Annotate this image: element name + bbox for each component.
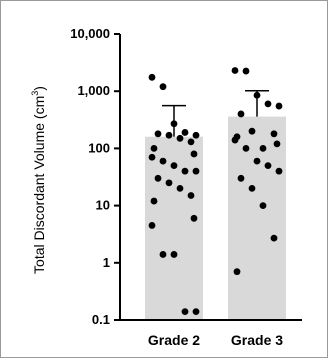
data-point — [237, 174, 245, 182]
data-point — [253, 157, 261, 165]
data-point — [248, 127, 256, 135]
y-tick-label: 100 — [88, 140, 110, 155]
data-point — [192, 167, 200, 175]
data-point — [242, 145, 250, 152]
data-point — [259, 202, 267, 210]
data-point — [170, 162, 178, 170]
y-axis-title-superscript: 3 — [30, 91, 40, 96]
data-point — [231, 136, 239, 144]
data-point — [237, 110, 245, 118]
y-tick-label: 10 — [96, 198, 110, 213]
data-point — [248, 184, 256, 192]
data-point — [264, 162, 272, 170]
data-point — [150, 197, 158, 205]
data-point — [150, 145, 158, 152]
data-point — [231, 67, 239, 74]
data-point — [253, 91, 261, 99]
data-point — [148, 73, 156, 81]
data-point — [165, 179, 173, 187]
data-point — [176, 184, 184, 192]
y-tick-label: 0.1 — [92, 312, 110, 327]
data-point — [270, 130, 278, 138]
data-point — [181, 308, 189, 316]
y-axis-title-main: Total Discordant Volume (cm — [31, 96, 47, 274]
data-point — [181, 129, 189, 136]
data-point — [275, 102, 283, 110]
data-point — [159, 83, 167, 91]
y-tick-label: 10,000 — [70, 26, 110, 41]
y-tick-label: 1 — [103, 255, 110, 270]
data-point — [170, 120, 178, 128]
data-point — [165, 131, 173, 139]
data-point — [273, 140, 281, 148]
data-point — [275, 167, 283, 175]
bar-grade-3 — [228, 116, 286, 320]
data-point — [190, 150, 198, 158]
y-tick-label: 1,000 — [77, 83, 110, 98]
data-point — [187, 192, 195, 199]
data-point — [154, 174, 162, 182]
data-point — [242, 67, 250, 75]
data-point — [192, 131, 200, 139]
y-axis-title: Total Discordant Volume (cm3) — [30, 86, 47, 274]
data-point — [270, 234, 278, 242]
data-point — [192, 308, 200, 316]
data-point — [190, 214, 198, 222]
data-point — [187, 138, 195, 146]
data-point — [148, 222, 156, 229]
y-axis-title-close: ) — [31, 86, 47, 91]
x-category-label: Grade 2 — [148, 332, 200, 348]
data-point — [159, 157, 167, 165]
x-category-label: Grade 3 — [231, 332, 283, 348]
data-point — [233, 268, 241, 276]
data-point — [176, 134, 184, 142]
data-point — [264, 100, 272, 108]
data-point — [181, 167, 189, 175]
data-point — [148, 153, 156, 161]
data-point — [154, 130, 162, 138]
data-point — [170, 251, 178, 258]
data-point — [159, 251, 167, 258]
data-point — [259, 145, 267, 152]
